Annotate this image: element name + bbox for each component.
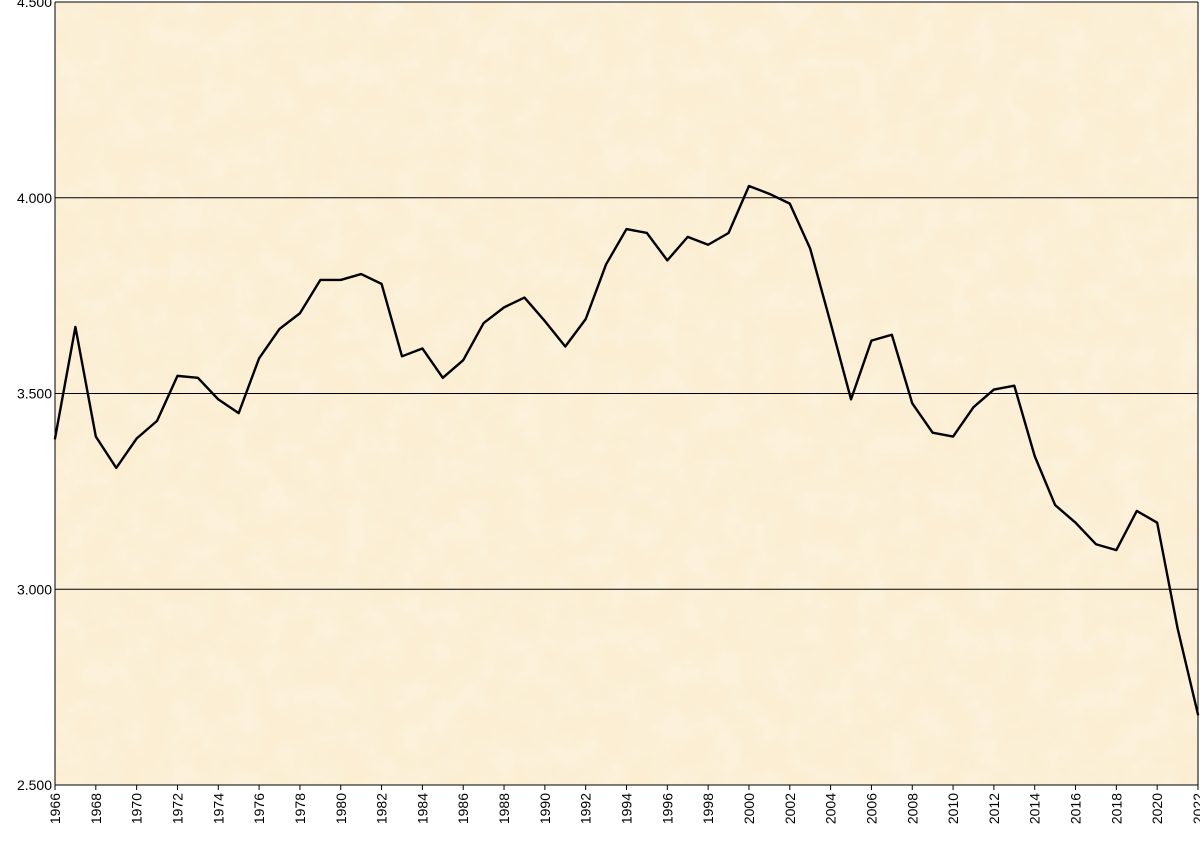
y-tick-label-4500: 4.500 <box>17 0 52 10</box>
x-tick-label-1988: 1988 <box>496 793 512 824</box>
x-tick-label-2002: 2002 <box>782 793 798 824</box>
x-tick-label-2020: 2020 <box>1149 793 1165 824</box>
x-tick-label-1992: 1992 <box>578 793 594 824</box>
gridlines <box>55 1 1198 590</box>
x-tick-label-1970: 1970 <box>129 793 145 824</box>
x-tick-label-2014: 2014 <box>1027 793 1043 824</box>
y-axis-tick-labels: 2.500 3.000 3.500 4.000 4.500 <box>17 0 52 793</box>
x-tick-label-2018: 2018 <box>1108 793 1124 824</box>
x-tick-label-2008: 2008 <box>904 793 920 824</box>
x-tick-label-1974: 1974 <box>210 793 226 824</box>
series-line-0 <box>53 184 1200 716</box>
x-tick-label-1986: 1986 <box>455 793 471 824</box>
x-tick-label-2010: 2010 <box>945 793 961 824</box>
x-axis-tick-labels: 1966 1968 1970 1972 1974 1976 1978 1980 1982 1984… <box>47 793 1200 824</box>
x-tick-label-1994: 1994 <box>619 793 635 824</box>
x-tick-label-1982: 1982 <box>374 793 390 824</box>
x-tick-label-2000: 2000 <box>741 793 757 824</box>
series <box>53 184 1200 716</box>
x-tick-label-1976: 1976 <box>251 793 267 824</box>
x-tick-label-1972: 1972 <box>169 793 185 824</box>
x-tick-label-2016: 2016 <box>1068 793 1084 824</box>
x-tick-label-1984: 1984 <box>414 793 430 824</box>
y-tick-label-2500: 2.500 <box>17 777 52 793</box>
x-tick-label-1980: 1980 <box>333 793 349 824</box>
x-tick-label-1998: 1998 <box>700 793 716 824</box>
y-tick-label-4000: 4.000 <box>17 190 52 206</box>
x-tick-label-1996: 1996 <box>659 793 675 824</box>
x-tick-label-2006: 2006 <box>863 793 879 824</box>
x-tick-label-1978: 1978 <box>292 793 308 824</box>
axes <box>54 2 1199 790</box>
y-tick-label-3500: 3.500 <box>17 386 52 402</box>
x-tick-label-2004: 2004 <box>823 793 839 824</box>
y-tick-label-3000: 3.000 <box>17 581 52 597</box>
x-tick-label-2012: 2012 <box>986 793 1002 824</box>
x-tick-label-1990: 1990 <box>537 793 553 824</box>
x-tick-label-2022: 2022 <box>1190 793 1200 824</box>
x-tick-label-1968: 1968 <box>88 793 104 824</box>
x-tick-label-1966: 1966 <box>47 793 63 824</box>
